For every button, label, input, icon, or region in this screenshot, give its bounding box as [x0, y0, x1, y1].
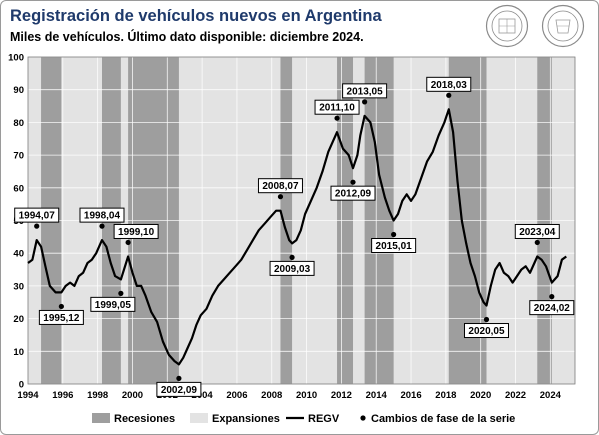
phase-change-label-box — [529, 300, 575, 316]
phase-change-label-box — [426, 76, 472, 92]
phase-change-dot — [289, 254, 295, 260]
y-tick-label: 70 — [13, 151, 24, 162]
phase-change-dot — [334, 115, 340, 121]
phase-change-dot — [362, 99, 368, 105]
phase-change-label-box — [314, 99, 360, 115]
phase-change-label-box — [156, 381, 202, 397]
x-tick-label: 2018 — [435, 390, 456, 401]
x-tick-label: 2020 — [470, 390, 491, 401]
phase-change-label: 2008,07 — [262, 181, 299, 192]
phase-change-label: 2015,01 — [376, 241, 413, 252]
phase-change-dot — [446, 92, 452, 98]
phase-change-label-box — [113, 223, 159, 239]
legend-label-expansiones: Expansiones — [212, 413, 280, 425]
x-tick-label: 2008 — [261, 390, 282, 401]
y-tick-label: 30 — [13, 281, 24, 292]
phase-change-label: 1999,05 — [95, 300, 132, 311]
phase-change-label: 2002,09 — [161, 385, 198, 396]
phase-change-dot — [534, 239, 540, 246]
phase-change-dot — [118, 290, 124, 296]
x-tick-label: 1996 — [52, 390, 73, 401]
x-tick-label: 2000 — [122, 390, 143, 401]
y-tick-label: 10 — [13, 347, 24, 358]
phase-change-label: 2011,10 — [319, 103, 355, 114]
phase-change-label: 2023,04 — [519, 227, 556, 238]
phase-change-label-box — [269, 260, 315, 276]
phase-change-dot — [58, 303, 64, 310]
y-tick-label: 20 — [13, 314, 24, 325]
phase-change-label-box — [371, 238, 417, 253]
x-tick-label: 2022 — [505, 390, 526, 401]
phase-change-dot — [277, 194, 284, 200]
y-tick-label: 80 — [13, 118, 24, 129]
x-tick-label: 2024 — [540, 390, 562, 401]
phase-change-dot — [125, 239, 131, 246]
bolsa-de-comercio-seal — [485, 4, 529, 48]
phase-change-label: 1998,04 — [84, 211, 121, 222]
phase-change-label: 2012,09 — [335, 189, 372, 200]
chart-subtitle: Miles de vehículos. Último dato disponib… — [10, 30, 364, 44]
phase-change-label: 2013,05 — [347, 86, 384, 97]
legend-label-cambios: Cambios de fase de la serie — [371, 413, 515, 425]
legend-swatch-cambios — [360, 415, 366, 421]
phase-change-label: 2020,05 — [468, 326, 505, 337]
x-tick-label: 2012 — [331, 390, 352, 401]
phase-change-label-box — [14, 207, 60, 223]
y-tick-label: 0 — [19, 380, 24, 391]
x-tick-label: 2004 — [192, 390, 214, 401]
phase-change-label-box — [38, 309, 84, 325]
x-tick-label: 1998 — [87, 390, 108, 401]
phase-change-dot — [99, 223, 105, 229]
phase-change-label: 2009,03 — [274, 264, 311, 275]
phase-change-label-box — [330, 185, 376, 201]
x-tick-label: 1994 — [17, 390, 39, 401]
phase-change-label: 1994,07 — [19, 211, 56, 222]
phase-change-label: 1999,10 — [118, 227, 155, 238]
phase-change-label-box — [79, 207, 125, 223]
phase-change-dot — [549, 294, 555, 300]
x-tick-label: 2010 — [296, 390, 317, 401]
phase-change-dot — [391, 231, 397, 238]
phase-change-label-box — [463, 323, 509, 339]
legend-swatch-recesiones — [92, 413, 110, 423]
phase-change-label-box — [257, 178, 303, 194]
y-tick-label: 60 — [13, 183, 24, 194]
legend-swatch-expansiones — [190, 413, 208, 423]
x-tick-label: 2006 — [226, 390, 247, 401]
phase-change-label-box — [342, 83, 388, 99]
bolsa-de-comercio-de-rosario-seal — [541, 4, 585, 48]
y-tick-label: 90 — [13, 85, 24, 96]
y-tick-label: 100 — [8, 53, 24, 64]
phase-change-dot — [176, 375, 182, 381]
phase-change-dot — [34, 223, 40, 229]
legend-label-recesiones: Recesiones — [114, 413, 175, 425]
phase-change-dot — [483, 316, 490, 323]
chart-title: Registración de vehículos nuevos en Arge… — [10, 7, 382, 25]
phase-change-label-box — [514, 223, 560, 239]
phase-change-label: 1995,12 — [43, 313, 80, 324]
y-tick-label: 40 — [13, 249, 24, 260]
x-tick-label: 2014 — [366, 390, 388, 401]
series-line-regv — [27, 108, 567, 366]
phase-change-label-box — [90, 296, 136, 312]
phase-change-label: 2024,02 — [534, 303, 571, 314]
phase-change-label: 2018,03 — [431, 80, 468, 91]
phase-change-dot — [350, 179, 356, 185]
legend-label-regv: REGV — [308, 413, 340, 425]
x-tick-label: 2016 — [400, 390, 421, 401]
